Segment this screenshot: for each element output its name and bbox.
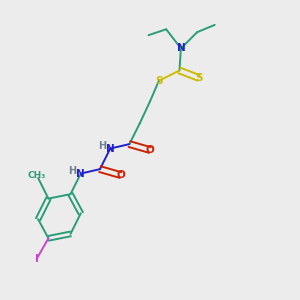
Text: O: O xyxy=(146,145,154,155)
Text: H: H xyxy=(68,166,76,176)
Text: H: H xyxy=(98,141,106,151)
Text: S: S xyxy=(155,76,163,86)
Text: I: I xyxy=(35,254,39,264)
Text: CH₃: CH₃ xyxy=(28,171,46,180)
Text: N: N xyxy=(76,169,85,178)
Text: N: N xyxy=(106,143,115,154)
Text: S: S xyxy=(195,73,202,83)
Text: O: O xyxy=(116,170,125,180)
Text: N: N xyxy=(176,44,185,53)
